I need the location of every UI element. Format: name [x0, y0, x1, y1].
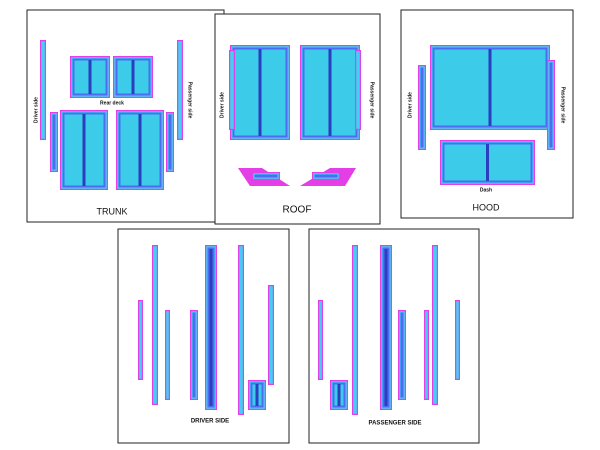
decal-strip: [425, 311, 428, 399]
decal-strip: [239, 246, 243, 414]
decal-strip: [255, 384, 259, 406]
part-label: Driver side: [407, 92, 413, 118]
decal-strip: [356, 51, 360, 129]
decal-strip: [209, 249, 213, 406]
part-label: Passenger side: [187, 82, 193, 119]
part-label: Passenger side: [369, 82, 375, 119]
decal-strip: [328, 49, 332, 136]
rear-deck-band: [68, 98, 158, 108]
decal-strip: [269, 286, 273, 384]
decal-strip: [314, 174, 338, 178]
part-label: Passenger side: [560, 87, 566, 124]
decal-strip: [178, 41, 182, 139]
decal-strip: [166, 311, 169, 399]
decal-strip: [400, 312, 404, 398]
decal-strip: [456, 301, 459, 379]
part-label: Dash: [480, 187, 492, 193]
decal-strip: [420, 67, 424, 148]
decal-strip: [168, 114, 172, 170]
decal-strip: [549, 62, 553, 148]
panel-title: HOOD: [473, 202, 501, 212]
decal-strip: [258, 49, 262, 136]
decal-strip: [433, 246, 437, 404]
panel-title: ROOF: [283, 205, 312, 216]
decal-strip: [41, 41, 45, 139]
decal-strip: [138, 114, 142, 186]
decal-strip: [230, 51, 234, 129]
decal-strip: [488, 49, 492, 126]
decal-strip: [192, 312, 196, 398]
panel-title: DRIVER SIDE: [191, 419, 229, 425]
decal-strip: [153, 246, 157, 404]
driver-side-panel: [117, 228, 290, 444]
part-label: Rear deck: [100, 100, 124, 106]
decal-strip: [353, 246, 357, 414]
decal-strip: [131, 60, 135, 94]
decal-strip: [139, 301, 142, 379]
decal-strip: [337, 384, 341, 406]
decal-strip: [88, 60, 92, 94]
decal-strip: [82, 114, 86, 186]
passenger-side-panel: [308, 228, 480, 444]
panel-title: PASSENGER SIDE: [369, 421, 422, 427]
decal-strip: [486, 144, 489, 181]
decal-strip: [52, 114, 56, 170]
part-label: Driver side: [219, 92, 225, 118]
part-label: Driver side: [33, 97, 39, 123]
panel-title: TRUNK: [97, 206, 128, 216]
decal-shapes: [40, 40, 555, 415]
decal-strip: [319, 301, 322, 379]
decal-strip: [254, 174, 278, 178]
labels: TRUNK Driver side Rear deck Passenger si…: [33, 82, 565, 427]
decal-strip: [384, 249, 388, 406]
